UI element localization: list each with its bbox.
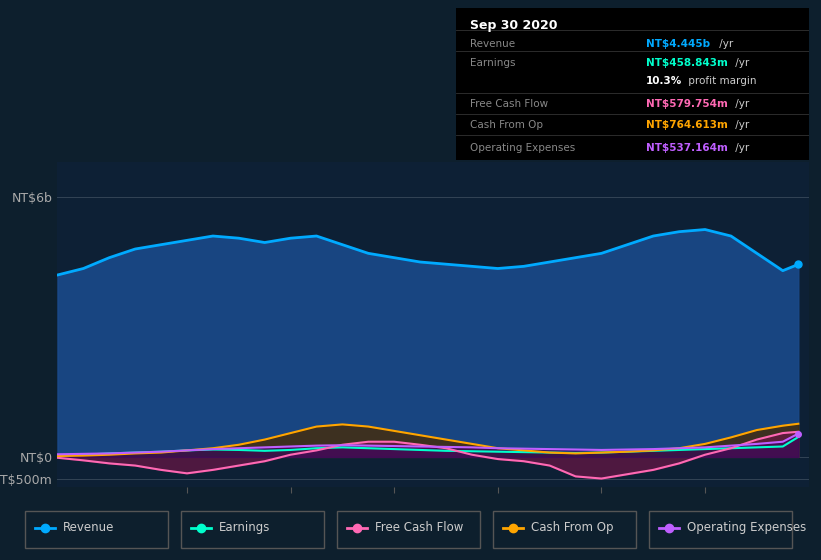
Text: /yr: /yr xyxy=(732,99,749,109)
Text: Cash From Op: Cash From Op xyxy=(470,120,543,130)
Text: Earnings: Earnings xyxy=(470,58,516,68)
Text: Sep 30 2020: Sep 30 2020 xyxy=(470,19,557,32)
Text: Operating Expenses: Operating Expenses xyxy=(687,521,806,534)
Text: Operating Expenses: Operating Expenses xyxy=(470,143,575,153)
Text: /yr: /yr xyxy=(732,58,749,68)
Text: NT$537.164m: NT$537.164m xyxy=(646,143,728,153)
FancyBboxPatch shape xyxy=(493,511,636,548)
Text: NT$579.754m: NT$579.754m xyxy=(646,99,728,109)
Text: /yr: /yr xyxy=(732,143,749,153)
Text: Earnings: Earnings xyxy=(219,521,271,534)
Text: Free Cash Flow: Free Cash Flow xyxy=(470,99,548,109)
Text: NT$458.843m: NT$458.843m xyxy=(646,58,728,68)
Text: Free Cash Flow: Free Cash Flow xyxy=(375,521,464,534)
FancyBboxPatch shape xyxy=(181,511,324,548)
Text: NT$4.445b: NT$4.445b xyxy=(646,39,710,49)
Text: NT$764.613m: NT$764.613m xyxy=(646,120,728,130)
Text: Revenue: Revenue xyxy=(63,521,115,534)
Text: profit margin: profit margin xyxy=(686,77,757,86)
Text: 10.3%: 10.3% xyxy=(646,77,682,86)
Text: Cash From Op: Cash From Op xyxy=(531,521,613,534)
FancyBboxPatch shape xyxy=(25,511,168,548)
Text: /yr: /yr xyxy=(732,120,749,130)
Text: Revenue: Revenue xyxy=(470,39,515,49)
FancyBboxPatch shape xyxy=(649,511,792,548)
Text: /yr: /yr xyxy=(716,39,733,49)
FancyBboxPatch shape xyxy=(337,511,480,548)
